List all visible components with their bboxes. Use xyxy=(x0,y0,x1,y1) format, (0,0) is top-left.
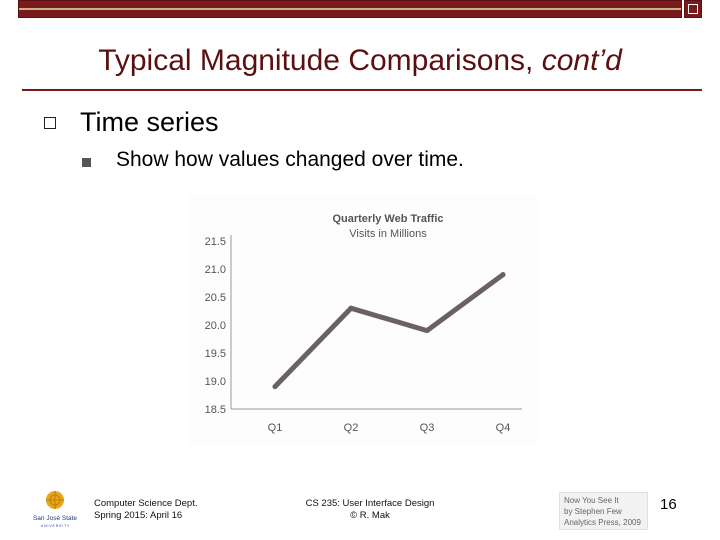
credit-line2: by Stephen Few xyxy=(564,507,622,516)
corner-square-icon xyxy=(684,0,702,18)
chart-series-line xyxy=(272,272,506,390)
footer-course: CS 235: User Interface Design © R. Mak xyxy=(290,498,450,522)
slide-title-italic: cont’d xyxy=(541,44,622,77)
page-number: 16 xyxy=(660,496,677,513)
credit-line1: Now You See It xyxy=(564,496,619,505)
university-logo: San José State U N I V E R S I T Y xyxy=(33,491,77,528)
x-tick-label: Q1 xyxy=(268,422,283,434)
y-tick-label: 20.5 xyxy=(205,292,226,304)
footer-dept-line2: Spring 2015: April 16 xyxy=(94,510,183,521)
bullet-level1-text: Time series xyxy=(80,107,219,137)
x-tick-label: Q2 xyxy=(344,422,359,434)
book-credit: Now You See It by Stephen Few Analytics … xyxy=(559,492,648,530)
data-point xyxy=(500,272,506,278)
footer-course-line1: CS 235: User Interface Design xyxy=(305,498,435,509)
bullet-level2-text: Show how values changed over time. xyxy=(116,148,464,171)
top-banner xyxy=(18,0,682,18)
footer-dept-line1: Computer Science Dept. xyxy=(94,498,198,509)
x-tick-label: Q4 xyxy=(496,422,511,434)
y-tick-label: 18.5 xyxy=(205,404,226,416)
logo-text-line2: U N I V E R S I T Y xyxy=(41,524,70,528)
title-divider xyxy=(22,89,702,91)
filled-square-bullet-icon xyxy=(82,158,91,167)
credit-line3: Analytics Press, 2009 xyxy=(564,518,641,527)
logo-text-line1: San José State xyxy=(33,515,77,522)
y-tick-label: 19.5 xyxy=(205,348,226,360)
footer-course-line2: © R. Mak xyxy=(350,510,390,521)
slide-title: Typical Magnitude Comparisons, cont’d xyxy=(0,44,720,78)
y-tick-label: 20.0 xyxy=(205,320,226,332)
y-tick-label: 21.0 xyxy=(205,264,226,276)
data-point xyxy=(348,305,354,311)
y-tick-label: 19.0 xyxy=(205,376,226,388)
chart-title: Quarterly Web Traffic xyxy=(332,213,443,225)
chart-subtitle: Visits in Millions xyxy=(349,228,427,240)
x-tick-label: Q3 xyxy=(420,422,435,434)
data-point xyxy=(424,328,430,334)
data-point xyxy=(272,384,278,390)
line-chart: Quarterly Web Traffic Visits in Millions… xyxy=(188,195,538,445)
y-tick-label: 21.5 xyxy=(205,236,226,248)
slide-title-main: Typical Magnitude Comparisons, xyxy=(98,44,542,77)
footer-dept: Computer Science Dept. Spring 2015: Apri… xyxy=(94,498,198,522)
hollow-square-bullet-icon xyxy=(44,117,56,129)
